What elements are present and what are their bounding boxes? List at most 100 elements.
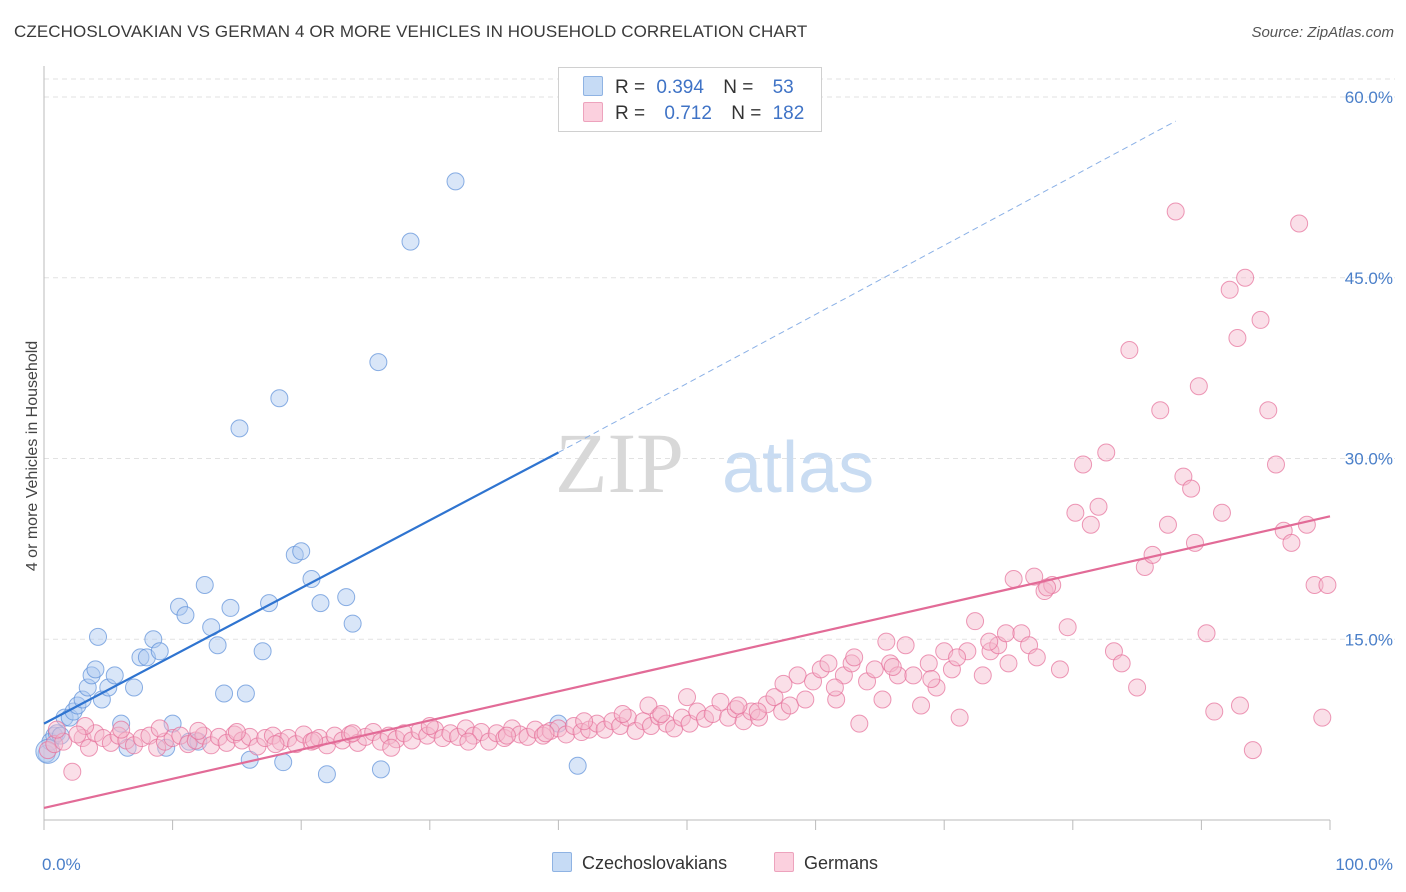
data-point xyxy=(652,704,671,723)
data-point xyxy=(317,765,336,784)
data-point xyxy=(973,666,992,685)
legend-row-germans: R = 0.712 N = 182 xyxy=(583,102,804,128)
data-point xyxy=(765,688,784,707)
data-point xyxy=(1158,515,1177,534)
data-point xyxy=(227,723,246,742)
data-point xyxy=(189,721,208,740)
data-point xyxy=(912,696,931,715)
watermark-atlas: atlas xyxy=(722,428,874,508)
data-point xyxy=(446,172,465,191)
data-point xyxy=(919,654,938,673)
bottom-legend-germans: Germans xyxy=(774,852,878,874)
data-point xyxy=(270,389,289,408)
data-point xyxy=(1120,341,1139,360)
data-point xyxy=(865,660,884,679)
axes xyxy=(43,66,1331,830)
bottom-legend-label: Germans xyxy=(804,853,879,873)
data-point xyxy=(1050,660,1069,679)
data-point xyxy=(888,666,907,685)
data-point xyxy=(1097,443,1116,462)
data-point xyxy=(78,678,97,697)
data-point xyxy=(176,606,195,625)
data-point xyxy=(287,735,306,754)
data-point xyxy=(292,542,311,561)
data-point xyxy=(1313,708,1332,727)
data-point xyxy=(208,636,227,655)
data-point xyxy=(125,736,144,755)
data-point xyxy=(1205,702,1224,721)
data-point xyxy=(125,678,144,697)
data-point xyxy=(472,723,491,742)
data-point xyxy=(369,353,388,372)
legend-n-label: N = xyxy=(731,103,762,124)
data-point xyxy=(748,702,767,721)
data-point xyxy=(1112,654,1131,673)
data-point xyxy=(337,588,356,607)
data-point xyxy=(896,636,915,655)
data-point xyxy=(518,727,537,746)
data-point xyxy=(1212,503,1231,522)
series-germans xyxy=(38,202,1337,781)
chart-title: CZECHOSLOVAKIAN VS GERMAN 4 OR MORE VEHI… xyxy=(14,22,808,41)
data-point xyxy=(1166,202,1185,221)
data-point xyxy=(1058,618,1077,637)
data-point xyxy=(1290,214,1309,233)
data-point xyxy=(150,642,169,661)
data-point xyxy=(1066,503,1085,522)
data-point xyxy=(1318,576,1337,595)
data-point xyxy=(1081,515,1100,534)
data-point xyxy=(86,660,105,679)
data-point xyxy=(253,642,272,661)
data-point xyxy=(343,614,362,633)
data-point xyxy=(150,719,169,738)
bottom-legend-swatch-german xyxy=(774,852,794,872)
data-point xyxy=(1220,280,1239,299)
data-point xyxy=(230,419,249,438)
data-point xyxy=(750,708,769,727)
data-point xyxy=(1305,576,1324,595)
data-point xyxy=(1251,310,1270,329)
data-point xyxy=(112,714,131,733)
y-tick-label: 30.0% xyxy=(1345,450,1393,469)
data-point xyxy=(1182,479,1201,498)
data-point xyxy=(236,684,255,703)
data-point xyxy=(942,660,961,679)
data-point xyxy=(966,612,985,631)
data-point xyxy=(1027,648,1046,667)
bottom-legend-label: Czechoslovakians xyxy=(582,853,728,873)
data-point xyxy=(999,654,1018,673)
data-point xyxy=(774,674,793,693)
data-point xyxy=(274,753,293,772)
data-point xyxy=(131,648,150,667)
watermark: ZIP atlas xyxy=(555,415,874,511)
data-point xyxy=(536,724,555,743)
data-point xyxy=(1189,377,1208,396)
legend-row-czechoslovakians: R = 0.394 N = 53 xyxy=(583,76,794,102)
data-point xyxy=(221,598,240,617)
watermark-zip: ZIP xyxy=(555,415,684,511)
series-czechoslovakians xyxy=(35,172,587,784)
data-point xyxy=(89,627,108,646)
bottom-legend-czechoslovakians: Czechoslovakians xyxy=(552,852,727,874)
x-tick-label: 100.0% xyxy=(1335,855,1393,874)
data-point xyxy=(618,708,637,727)
data-point xyxy=(757,695,776,714)
data-point xyxy=(613,704,632,723)
data-point xyxy=(1151,401,1170,420)
data-point xyxy=(401,232,420,251)
data-point xyxy=(873,690,892,709)
legend-r-label: R = xyxy=(615,103,646,124)
trend-line-czechoslovakians xyxy=(43,451,559,725)
data-point xyxy=(825,678,844,697)
data-point xyxy=(729,696,748,715)
data-point xyxy=(927,678,946,697)
data-point xyxy=(1228,329,1247,347)
data-point xyxy=(1038,578,1057,597)
data-point xyxy=(1236,268,1255,287)
data-point xyxy=(904,666,923,685)
data-point xyxy=(1259,401,1278,420)
data-point xyxy=(1128,678,1147,697)
data-point xyxy=(678,688,696,707)
data-point xyxy=(35,738,61,764)
